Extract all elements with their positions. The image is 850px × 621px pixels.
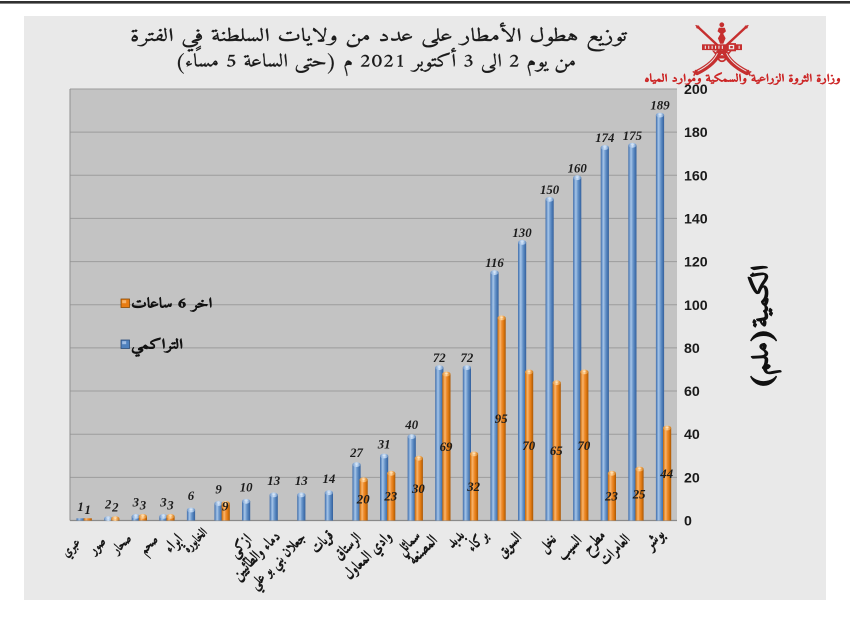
svg-text:80: 80 — [684, 341, 700, 357]
svg-text:20: 20 — [684, 470, 700, 486]
svg-text:3: 3 — [166, 499, 174, 513]
svg-text:27: 27 — [349, 446, 363, 460]
svg-text:180: 180 — [684, 125, 708, 141]
svg-text:100: 100 — [684, 298, 708, 314]
svg-text:72: 72 — [461, 351, 474, 365]
svg-text:13: 13 — [295, 474, 308, 488]
svg-text:0: 0 — [684, 514, 692, 530]
svg-text:23: 23 — [383, 490, 397, 504]
svg-text:3: 3 — [159, 496, 167, 510]
svg-text:10: 10 — [240, 480, 253, 494]
svg-text:72: 72 — [433, 351, 446, 365]
svg-text:69: 69 — [440, 440, 453, 454]
svg-text:20: 20 — [356, 493, 370, 507]
svg-text:175: 175 — [623, 129, 643, 143]
svg-text:70: 70 — [522, 439, 535, 453]
svg-text:160: 160 — [684, 168, 708, 184]
svg-text:31: 31 — [377, 438, 391, 452]
svg-text:65: 65 — [550, 444, 563, 458]
svg-text:2: 2 — [104, 498, 112, 512]
svg-text:200: 200 — [684, 82, 708, 98]
svg-text:2: 2 — [111, 501, 119, 515]
svg-text:13: 13 — [267, 474, 280, 488]
svg-text:6: 6 — [188, 489, 195, 503]
svg-text:23: 23 — [604, 490, 618, 504]
svg-text:1: 1 — [77, 500, 83, 514]
svg-text:60: 60 — [684, 384, 700, 400]
svg-text:174: 174 — [595, 131, 615, 145]
svg-text:30: 30 — [411, 482, 425, 496]
svg-text:116: 116 — [485, 256, 504, 270]
svg-text:140: 140 — [684, 211, 708, 227]
svg-text:3: 3 — [132, 496, 140, 510]
svg-text:70: 70 — [578, 439, 591, 453]
svg-text:25: 25 — [632, 487, 646, 501]
svg-text:9: 9 — [215, 483, 222, 497]
svg-text:130: 130 — [512, 226, 532, 240]
svg-text:95: 95 — [495, 412, 508, 426]
svg-text:44: 44 — [659, 467, 673, 481]
svg-text:150: 150 — [540, 183, 560, 197]
svg-text:189: 189 — [650, 99, 670, 113]
svg-text:160: 160 — [568, 161, 588, 175]
svg-text:40: 40 — [404, 418, 418, 432]
svg-text:3: 3 — [139, 499, 147, 513]
svg-text:1: 1 — [84, 503, 90, 517]
svg-text:14: 14 — [323, 472, 336, 486]
svg-text:32: 32 — [466, 480, 480, 494]
svg-text:40: 40 — [684, 427, 700, 443]
svg-text:9: 9 — [222, 500, 229, 514]
svg-text:120: 120 — [684, 255, 708, 271]
